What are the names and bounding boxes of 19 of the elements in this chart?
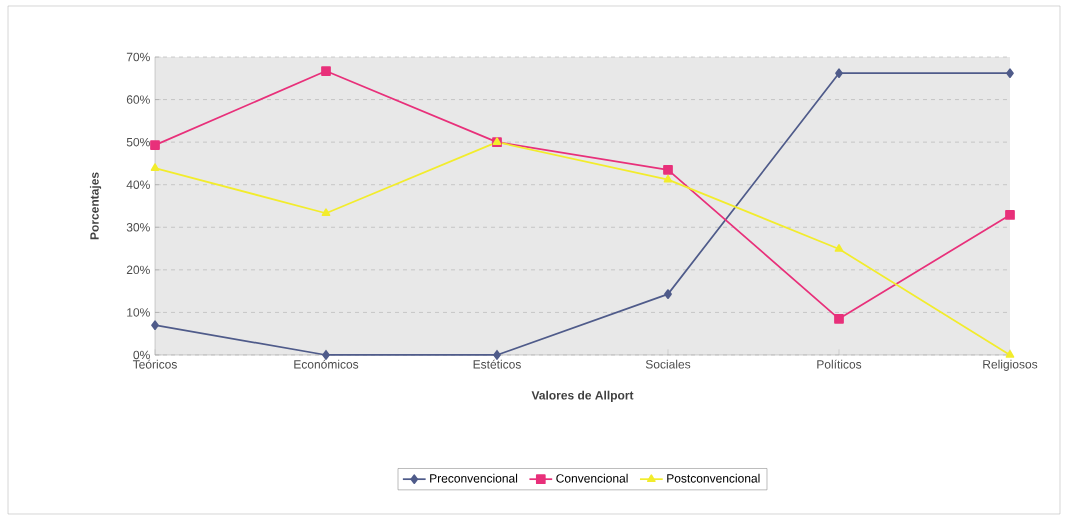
x-axis-title: Valores de Allport (531, 390, 634, 402)
x-tick-label: Religiosos (983, 359, 1038, 371)
legend-label: Postconvencional (667, 473, 760, 483)
y-tick-label: 60% (126, 95, 150, 104)
y-tick-label: 30% (126, 223, 150, 232)
x-tick-label: Sociales (645, 359, 691, 369)
legend-label: Preconvencional (430, 473, 518, 483)
y-tick-label: 40% (126, 180, 150, 189)
x-tick-label: Teóricos (132, 359, 177, 369)
legend-label: Convencional (556, 473, 628, 483)
x-tick-label: Económicos (294, 359, 359, 369)
y-tick-label: 10% (127, 308, 150, 317)
y-tick-label: 50% (126, 137, 150, 147)
y-tick-label: 20% (126, 265, 150, 275)
x-tick-label: Estéticos (473, 359, 521, 369)
y-tick-label: 0% (133, 350, 150, 360)
y-axis-title: Porcentajes (89, 172, 102, 240)
y-tick-label: 70% (126, 52, 150, 62)
x-tick-label: Políticos (817, 359, 862, 369)
